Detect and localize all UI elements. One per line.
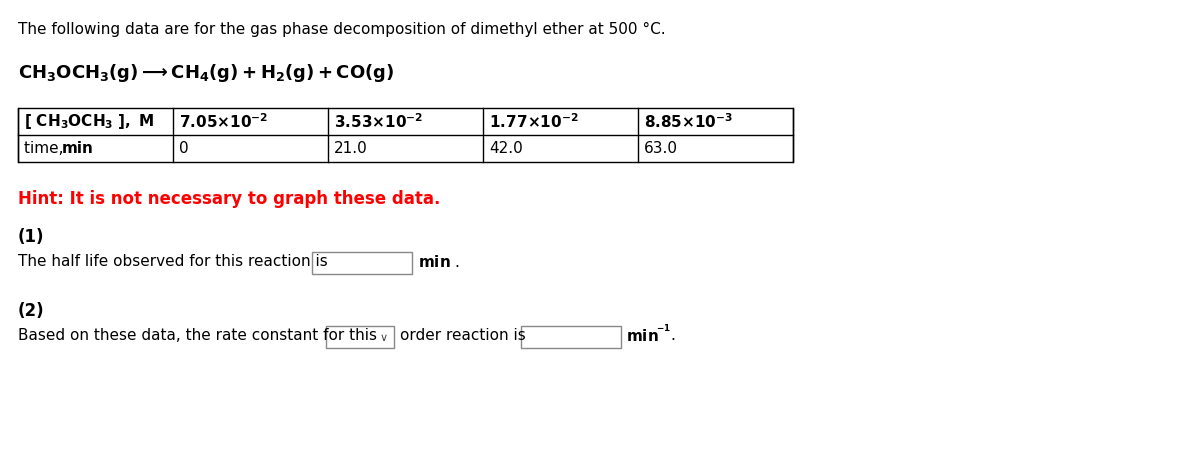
Text: order reaction is: order reaction is	[400, 328, 526, 343]
Text: time,: time,	[24, 141, 68, 156]
Text: (1): (1)	[18, 228, 44, 246]
Bar	[18, 108, 793, 162]
FancyBboxPatch shape	[312, 252, 412, 274]
Text: $\mathbf{7.05{\times}10^{-2}}$: $\mathbf{7.05{\times}10^{-2}}$	[179, 112, 269, 131]
Text: Based on these data, the rate constant for this: Based on these data, the rate constant f…	[18, 328, 377, 343]
Text: $\mathbf{1.77{\times}10^{-2}}$: $\mathbf{1.77{\times}10^{-2}}$	[490, 112, 578, 131]
Text: $\mathbf{^{-1}}$: $\mathbf{^{-1}}$	[656, 324, 671, 337]
Text: 63.0: 63.0	[644, 141, 678, 156]
Text: The half life observed for this reaction is: The half life observed for this reaction…	[18, 254, 328, 269]
Text: .: .	[670, 328, 674, 343]
Text: 21.0: 21.0	[334, 141, 367, 156]
Text: Hint: It is not necessary to graph these data.: Hint: It is not necessary to graph these…	[18, 190, 440, 208]
Text: $\mathbf{min}$ .: $\mathbf{min}$ .	[418, 254, 460, 270]
Text: (2): (2)	[18, 302, 44, 320]
Text: $\mathbf{8.85{\times}10^{-3}}$: $\mathbf{8.85{\times}10^{-3}}$	[644, 112, 733, 131]
Text: 42.0: 42.0	[490, 141, 523, 156]
Text: $\mathbf{min}$: $\mathbf{min}$	[626, 328, 659, 344]
Text: ∨: ∨	[380, 333, 388, 343]
Text: The following data are for the gas phase decomposition of dimethyl ether at 500 : The following data are for the gas phase…	[18, 22, 666, 37]
Text: $\mathbf{3.53{\times}10^{-2}}$: $\mathbf{3.53{\times}10^{-2}}$	[334, 112, 424, 131]
Text: $\mathbf{CH_3OCH_3(g) \longrightarrow CH_4(g) + H_2(g) + CO(g)}$: $\mathbf{CH_3OCH_3(g) \longrightarrow CH…	[18, 62, 395, 84]
FancyBboxPatch shape	[326, 326, 394, 348]
Text: min: min	[62, 141, 94, 156]
Text: $\mathbf{[\ CH_3OCH_3\ ],\ M}$: $\mathbf{[\ CH_3OCH_3\ ],\ M}$	[24, 112, 155, 131]
FancyBboxPatch shape	[521, 326, 622, 348]
Text: 0: 0	[179, 141, 188, 156]
